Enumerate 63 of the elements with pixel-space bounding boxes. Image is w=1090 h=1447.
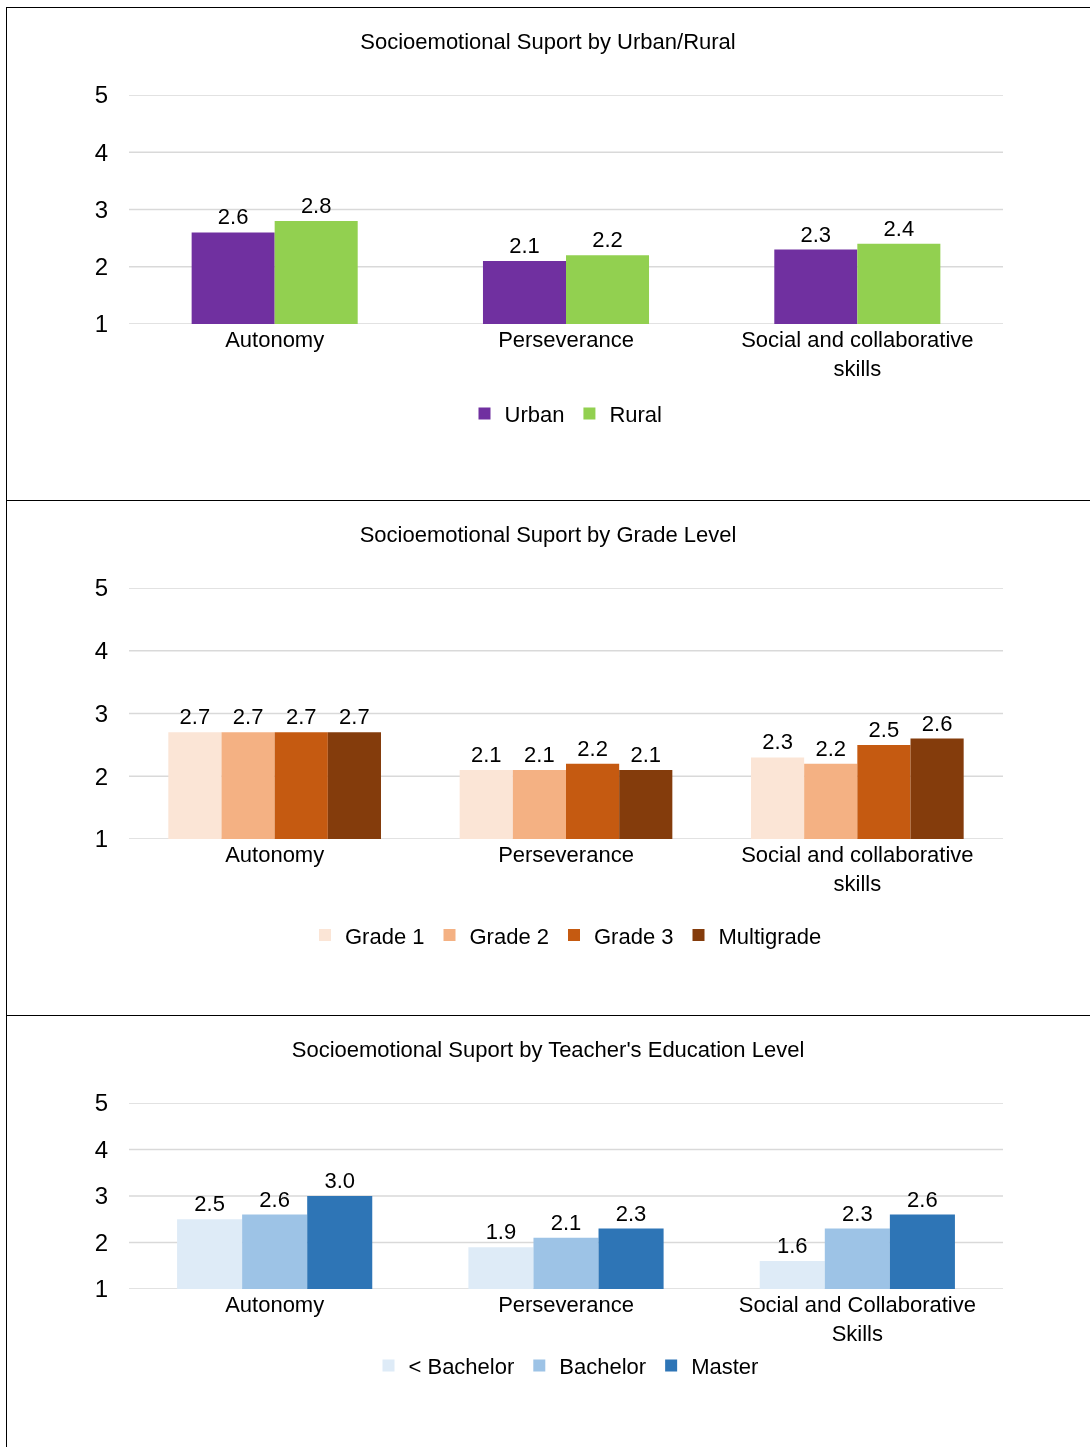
data-label: 2.6 bbox=[259, 1186, 290, 1212]
legend-label: Rural bbox=[609, 402, 662, 428]
x-tick-label: Social and collaborative skills bbox=[741, 327, 974, 381]
x-tick-label: Autonomy bbox=[225, 1292, 325, 1317]
data-label: 1.6 bbox=[776, 1233, 808, 1259]
y-tick-label: 5 bbox=[94, 574, 108, 602]
data-label: 2.6 bbox=[217, 204, 249, 230]
data-label: 2.1 bbox=[524, 741, 555, 767]
data-label: 1.9 bbox=[485, 1219, 517, 1245]
y-tick-label: 2 bbox=[94, 253, 108, 281]
x-tick-label: Perseverance bbox=[498, 327, 634, 352]
x-tick-label: Autonomy bbox=[225, 842, 325, 867]
data-label: 2.1 bbox=[470, 741, 502, 767]
y-tick-label: 5 bbox=[94, 81, 108, 109]
y-tick-label: 2 bbox=[94, 1228, 108, 1256]
data-label: 3.0 bbox=[324, 1168, 356, 1193]
chart-title: Socioemotional Suport by Grade Level bbox=[359, 522, 737, 548]
data-label: 2.8 bbox=[300, 192, 332, 218]
legend-label: Bachelor bbox=[559, 1354, 647, 1380]
legend-label: Grade 2 bbox=[469, 923, 549, 949]
data-label: 2.7 bbox=[285, 704, 317, 730]
y-tick-label: 1 bbox=[94, 825, 108, 853]
legend-label: Grade 1 bbox=[345, 923, 425, 949]
legend-label: Urban bbox=[504, 402, 565, 428]
data-label: 2.5 bbox=[868, 716, 900, 742]
data-label: 2.6 bbox=[907, 1186, 938, 1212]
data-label: 2.5 bbox=[194, 1191, 225, 1217]
data-label: 2.3 bbox=[842, 1200, 873, 1226]
y-tick-label: 2 bbox=[94, 762, 108, 790]
legend-label: Master bbox=[691, 1354, 759, 1380]
data-label: 2.2 bbox=[592, 227, 623, 253]
data-label: 2.1 bbox=[509, 233, 540, 259]
data-label: 2.7 bbox=[179, 704, 211, 730]
data-label: 2.3 bbox=[800, 221, 832, 247]
y-tick-label: 1 bbox=[94, 310, 108, 338]
y-tick-label: 4 bbox=[94, 138, 108, 166]
data-label: 2.2 bbox=[815, 735, 847, 761]
chart-title: Socioemotional Suport by Teacher's Education Level bbox=[291, 1037, 805, 1063]
data-label: 2.1 bbox=[630, 741, 662, 767]
chart-title: Socioemotional Suport by Urban/Rural bbox=[360, 29, 736, 55]
y-tick-label: 3 bbox=[94, 1182, 108, 1210]
x-tick-label: Autonomy bbox=[225, 327, 325, 352]
data-label: 2.6 bbox=[921, 710, 953, 736]
y-tick-label: 4 bbox=[94, 637, 108, 665]
data-label: 2.7 bbox=[339, 704, 370, 730]
data-label: 2.3 bbox=[762, 729, 793, 755]
x-tick-label: Perseverance bbox=[498, 842, 634, 867]
data-label: 2.7 bbox=[232, 704, 264, 730]
data-label: 2.3 bbox=[615, 1200, 647, 1226]
x-tick-label: Perseverance bbox=[498, 1292, 634, 1317]
y-tick-label: 1 bbox=[94, 1275, 108, 1303]
legend-label: Grade 3 bbox=[594, 923, 674, 949]
y-tick-label: 3 bbox=[94, 195, 108, 223]
data-label: 2.4 bbox=[883, 215, 915, 241]
y-tick-label: 4 bbox=[94, 1135, 108, 1163]
y-tick-label: 5 bbox=[94, 1089, 108, 1117]
data-label: 2.2 bbox=[577, 735, 608, 761]
data-label: 2.1 bbox=[550, 1209, 582, 1235]
legend-label: Multigrade bbox=[718, 923, 822, 949]
y-tick-label: 3 bbox=[94, 699, 108, 727]
legend-label: < Bachelor bbox=[408, 1354, 515, 1380]
x-tick-label: Social and collaborative skills bbox=[741, 842, 974, 896]
x-tick-label: Social and Collaborative Skills bbox=[738, 1292, 976, 1346]
